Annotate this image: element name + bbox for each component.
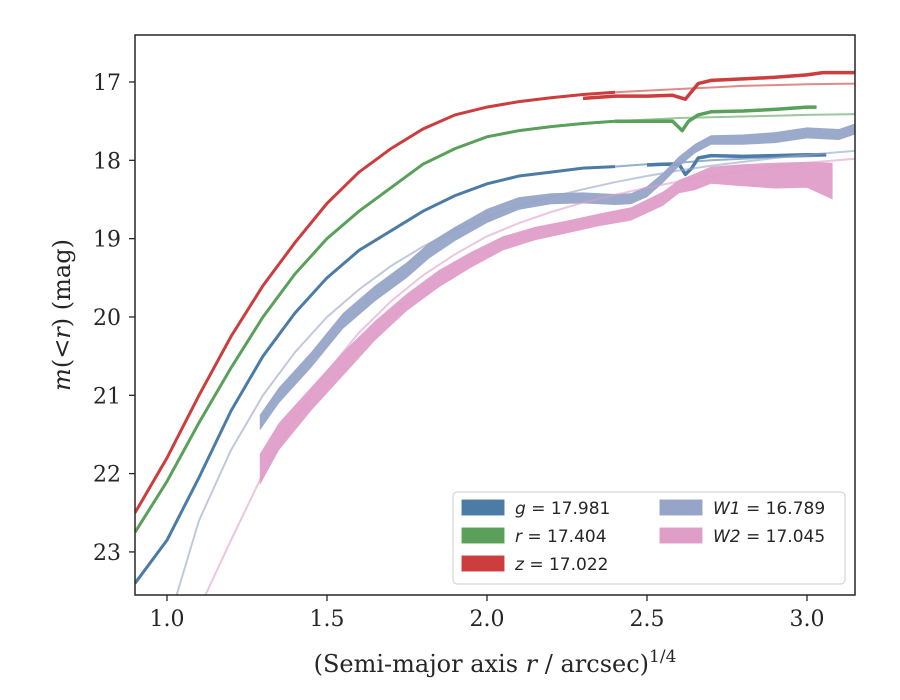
x-tick-label: 1.5	[310, 607, 345, 632]
z-inner-curve	[135, 90, 616, 514]
legend-label-g: g = 17.981	[515, 499, 610, 519]
legend-label-w2: W2 = 17.045	[713, 527, 825, 547]
y-tick-label: 19	[93, 228, 121, 253]
legend-entries: g = 17.981 r = 17.404 z = 17.022 W1 = 16.78…	[461, 499, 825, 575]
legend-frame	[452, 491, 846, 585]
legend: g = 17.981 r = 17.404 z = 17.022 W1 = 16.78…	[452, 491, 846, 585]
legend-label-w1: W1 = 16.789	[713, 499, 825, 519]
plot-curves	[135, 70, 855, 595]
plot-frame	[134, 34, 856, 596]
y-axis-ticks: 17 18 19 20 21 22 23	[93, 71, 135, 566]
x-axis-ticks: 1.0 1.5 2.0 2.5 3.0	[150, 595, 825, 632]
y-tick-label: 22	[93, 463, 121, 488]
x-axis-title: (Semi-major axis r / arcsec)1/4	[314, 647, 677, 678]
z-observed-curve	[582, 70, 855, 101]
y-axis-title: m(<r) (mag)	[48, 239, 76, 391]
y-tick-label: 23	[93, 541, 121, 566]
x-tick-label: 2.5	[630, 607, 665, 632]
legend-swatch-w2	[659, 527, 703, 544]
x-tick-label: 1.0	[150, 607, 185, 632]
y-tick-label: 18	[93, 149, 121, 174]
legend-swatch-g	[461, 499, 505, 516]
x-tick-label: 2.0	[470, 607, 505, 632]
w2-observed-band	[259, 161, 833, 486]
y-tick-label: 21	[93, 384, 121, 409]
r-observed-curve	[615, 105, 817, 133]
x-tick-label: 3.0	[790, 607, 825, 632]
legend-label-z: z = 17.022	[514, 555, 608, 575]
y-tick-label: 17	[93, 71, 121, 96]
g-inner-curve	[135, 165, 616, 585]
r-inner-curve	[135, 119, 616, 534]
y-tick-label: 20	[93, 306, 121, 331]
legend-swatch-w1	[659, 499, 703, 516]
legend-swatch-r	[461, 527, 505, 544]
legend-label-r: r = 17.404	[515, 527, 607, 547]
legend-swatch-z	[461, 555, 505, 572]
